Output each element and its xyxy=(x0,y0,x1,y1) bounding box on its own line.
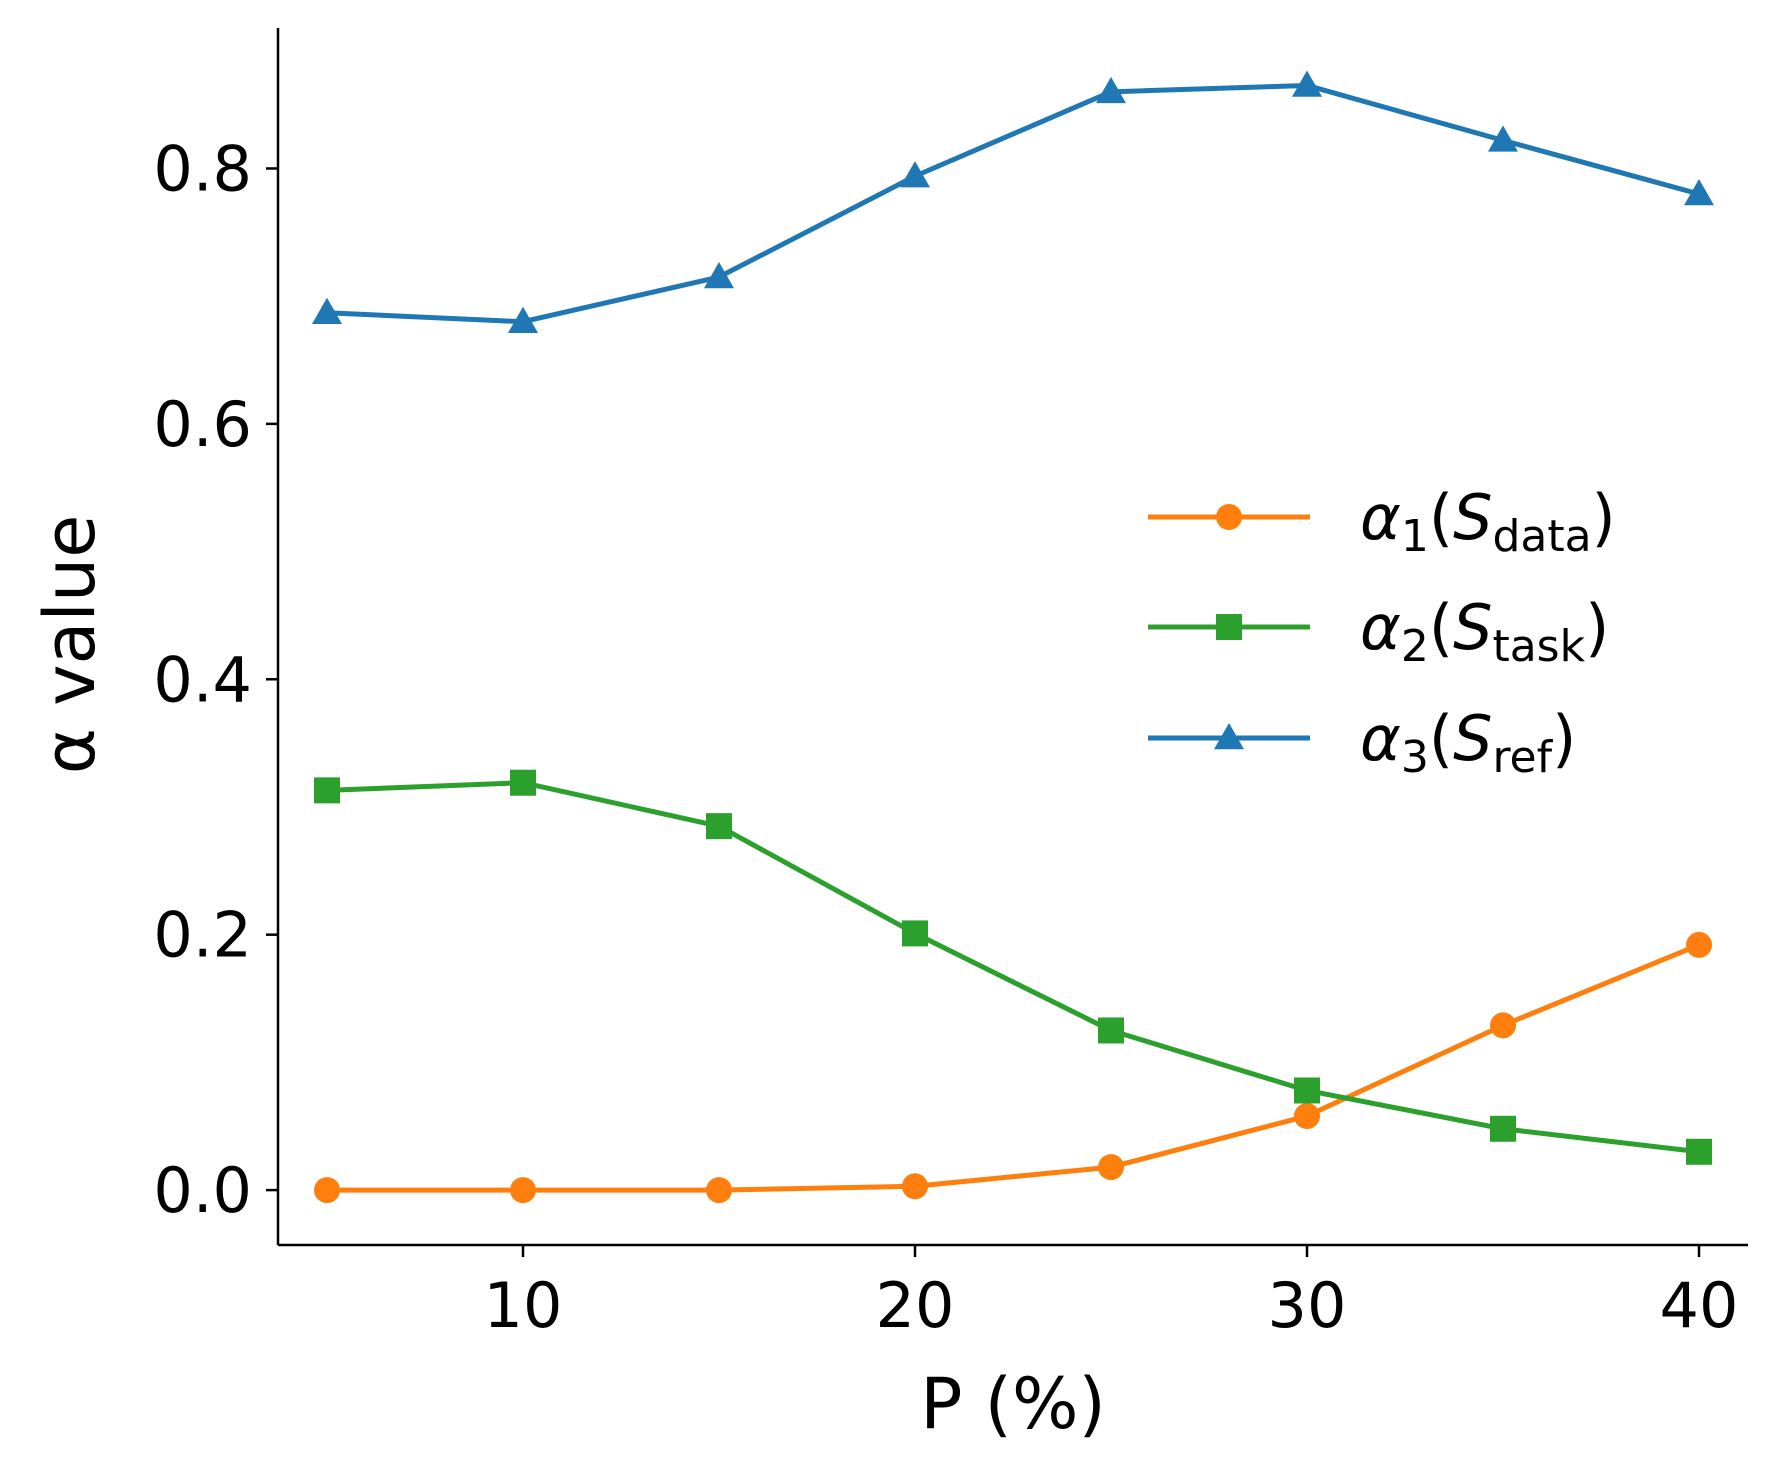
x-axis-title: P (%) xyxy=(920,1363,1106,1445)
data-point-triangle xyxy=(312,297,342,325)
series-3 xyxy=(312,70,1714,333)
data-point-circle xyxy=(902,1173,928,1200)
series-1 xyxy=(314,931,1712,1204)
data-point-circle xyxy=(510,1177,536,1204)
legend-entry-1: α1(Sdata) xyxy=(1148,481,1616,562)
x-tick-label: 20 xyxy=(876,1269,955,1342)
legend-marker xyxy=(1216,614,1242,640)
legend-paren-open: ( xyxy=(1429,591,1453,664)
y-axis-title: α value xyxy=(29,515,111,775)
series-layer xyxy=(312,70,1714,1204)
legend-paren-open: ( xyxy=(1429,702,1453,775)
series-line xyxy=(327,942,1700,1193)
data-point-triangle xyxy=(900,161,930,188)
legend-symbol: S xyxy=(1453,702,1492,775)
legend-label: α3(Sref) xyxy=(1360,702,1576,783)
legend-greek: α xyxy=(1360,591,1401,664)
legend-index: 2 xyxy=(1401,621,1429,672)
data-point-circle xyxy=(1294,1103,1320,1130)
legend-paren-close: ) xyxy=(1585,591,1609,664)
legend: α1(Sdata)α2(Stask)α3(Sref) xyxy=(1148,481,1616,783)
data-point-triangle xyxy=(1096,76,1126,104)
legend-symbol: S xyxy=(1453,481,1492,554)
y-tick-label: 0.4 xyxy=(153,643,252,716)
data-point-triangle xyxy=(1684,179,1714,206)
legend-subscript: data xyxy=(1492,511,1591,562)
legend-greek: α xyxy=(1360,702,1401,775)
data-point-circle xyxy=(314,1177,340,1204)
data-point-square xyxy=(510,769,536,796)
legend-paren-close: ) xyxy=(1552,702,1576,775)
legend-greek: α xyxy=(1360,481,1401,554)
data-point-circle xyxy=(1098,1154,1124,1181)
legend-index: 1 xyxy=(1401,511,1429,562)
legend-index: 3 xyxy=(1401,732,1429,783)
data-point-square xyxy=(1294,1077,1320,1104)
y-tick-label: 0.6 xyxy=(153,388,252,461)
legend-entry-3: α3(Sref) xyxy=(1148,702,1576,783)
data-point-circle xyxy=(1490,1012,1516,1039)
data-point-triangle xyxy=(1292,70,1322,97)
data-point-square xyxy=(1098,1017,1124,1044)
data-point-triangle xyxy=(508,306,538,333)
data-point-square xyxy=(902,920,928,947)
data-point-square xyxy=(1490,1115,1516,1142)
legend-paren-open: ( xyxy=(1429,481,1453,554)
y-tick-label: 0.8 xyxy=(153,132,252,205)
legend-label: α1(Sdata) xyxy=(1360,481,1616,562)
legend-symbol: S xyxy=(1453,591,1492,664)
x-tick-label: 40 xyxy=(1660,1269,1739,1342)
legend-marker xyxy=(1214,723,1244,750)
legend-subscript: ref xyxy=(1492,732,1553,783)
legend-entry-2: α2(Stask) xyxy=(1148,591,1609,672)
data-point-triangle xyxy=(1488,125,1518,152)
data-point-circle xyxy=(706,1177,732,1204)
data-point-triangle xyxy=(704,262,734,289)
axes: 10 20 30 40 0.0 0.2 0.4 0.6 0.8 P (%) α value xyxy=(29,28,1748,1445)
series-line xyxy=(326,82,1700,325)
legend-subscript: task xyxy=(1492,621,1585,672)
x-tick-label: 30 xyxy=(1268,1269,1347,1342)
series-2 xyxy=(314,769,1712,1165)
data-point-square xyxy=(1686,1138,1712,1165)
legend-paren-close: ) xyxy=(1592,481,1616,554)
data-point-square xyxy=(314,777,340,804)
y-tick-label: 0.0 xyxy=(153,1154,252,1227)
data-point-square xyxy=(706,813,732,840)
legend-marker xyxy=(1216,504,1242,530)
x-tick-label: 10 xyxy=(484,1269,563,1342)
y-tick-label: 0.2 xyxy=(153,899,252,972)
legend-label: α2(Stask) xyxy=(1360,591,1609,672)
data-point-circle xyxy=(1686,931,1712,958)
series-line xyxy=(326,780,1700,1155)
